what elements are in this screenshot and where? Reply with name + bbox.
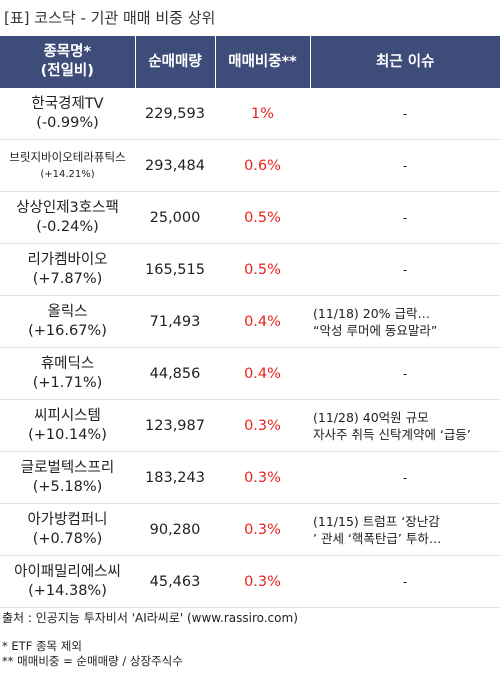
header-name: 종목명* (전일비) xyxy=(0,36,136,88)
trade-ratio: 0.3% xyxy=(215,555,310,608)
table-header-row: 종목명* (전일비) 순매매량 매매비중** 최근 이슈 xyxy=(0,36,500,88)
stock-name: 글로벌텍스프리 xyxy=(20,459,115,476)
stock-name-cell: 아이패밀리에스씨 (+14.38%) xyxy=(0,555,135,608)
stock-name: 상상인제3호스팩 xyxy=(16,199,119,216)
net-volume: 90,280 xyxy=(135,503,215,556)
stock-change: (+1.71%) xyxy=(32,374,103,391)
table-row: 올릭스 (+16.67%) 71,493 0.4% (11/18) 20% 급락… “악성… xyxy=(0,295,500,348)
header-issue: 최근 이슈 xyxy=(310,36,500,88)
trade-ratio: 0.4% xyxy=(215,295,310,348)
stock-name: 휴메딕스 xyxy=(40,355,95,372)
recent-issue: - xyxy=(310,243,500,296)
stock-name-cell: 글로벌텍스프리 (+5.18%) xyxy=(0,451,135,504)
net-volume: 123,987 xyxy=(135,399,215,452)
issue-empty-dash: - xyxy=(402,366,408,381)
stock-change: (+16.67%) xyxy=(28,322,107,339)
net-volume: 293,484 xyxy=(135,139,215,192)
table-row: 글로벌텍스프리 (+5.18%) 183,243 0.3% - xyxy=(0,451,500,504)
net-volume: 71,493 xyxy=(135,295,215,348)
institution-trading-table: 종목명* (전일비) 순매매량 매매비중** 최근 이슈 한국경제TV (-0.9… xyxy=(0,36,500,608)
trade-ratio: 0.3% xyxy=(215,399,310,452)
recent-issue: - xyxy=(310,88,500,140)
stock-name: 브릿지바이오테라퓨틱스 xyxy=(9,150,126,164)
issue-empty-dash: - xyxy=(402,470,408,485)
recent-issue: (11/28) 40억원 규모 자사주 취득 신탁계약에 ‘급등’ xyxy=(310,399,500,452)
net-volume: 45,463 xyxy=(135,555,215,608)
stock-change: (+14.21%) xyxy=(40,169,95,180)
trade-ratio: 1% xyxy=(215,88,310,140)
trade-ratio: 0.3% xyxy=(215,451,310,504)
issue-line-2: ’ 관세 ‘핵폭탄급’ 투하… xyxy=(313,530,442,546)
stock-name: 씨피시스템 xyxy=(34,407,101,424)
table-row: 리가켐바이오 (+7.87%) 165,515 0.5% - xyxy=(0,243,500,296)
trade-ratio: 0.4% xyxy=(215,347,310,400)
table-row: 휴메딕스 (+1.71%) 44,856 0.4% - xyxy=(0,347,500,400)
table-row: 한국경제TV (-0.99%) 229,593 1% - xyxy=(0,88,500,140)
stock-change: (+7.87%) xyxy=(32,270,103,287)
trade-ratio: 0.6% xyxy=(215,139,310,192)
stock-name-cell: 브릿지바이오테라퓨틱스 (+14.21%) xyxy=(0,139,135,192)
stock-change: (+10.14%) xyxy=(28,426,107,443)
issue-empty-dash: - xyxy=(402,574,408,589)
table-row: 브릿지바이오테라퓨틱스 (+14.21%) 293,484 0.6% - xyxy=(0,139,500,192)
page-title: [표] 코스닥 - 기관 매매 비중 상위 xyxy=(4,9,216,27)
recent-issue: - xyxy=(310,347,500,400)
ratio-note: ** 매매비중 = 순매매량 / 상장주식수 xyxy=(2,654,183,668)
issue-line-1: (11/15) 트럼프 ‘장난감 xyxy=(313,513,440,529)
net-volume: 25,000 xyxy=(135,191,215,244)
recent-issue: (11/15) 트럼프 ‘장난감’ 관세 ‘핵폭탄급’ 투하… xyxy=(310,503,500,556)
header-name-line2: (전일비) xyxy=(40,63,94,79)
stock-change: (+5.18%) xyxy=(32,478,103,495)
net-volume: 165,515 xyxy=(135,243,215,296)
issue-line-1: (11/28) 40억원 규모 xyxy=(313,409,429,425)
issue-empty-dash: - xyxy=(402,210,408,225)
recent-issue: - xyxy=(310,139,500,192)
table-row: 씨피시스템 (+10.14%) 123,987 0.3% (11/28) 40억원 규모… xyxy=(0,399,500,452)
issue-empty-dash: - xyxy=(402,262,408,277)
issue-line-2: 자사주 취득 신탁계약에 ‘급등’ xyxy=(313,426,471,442)
stock-change: (-0.99%) xyxy=(36,114,99,131)
stock-name: 올릭스 xyxy=(47,303,88,320)
stock-change: (+0.78%) xyxy=(32,530,103,547)
net-volume: 183,243 xyxy=(135,451,215,504)
stock-change: (+14.38%) xyxy=(28,582,107,599)
issue-line-1: (11/18) 20% 급락… xyxy=(313,305,431,321)
stock-name-cell: 상상인제3호스팩 (-0.24%) xyxy=(0,191,135,244)
stock-change: (-0.24%) xyxy=(36,218,99,235)
recent-issue: - xyxy=(310,191,500,244)
recent-issue: - xyxy=(310,555,500,608)
header-volume: 순매매량 xyxy=(135,36,216,88)
header-ratio: 매매비중** xyxy=(215,36,311,88)
trade-ratio: 0.5% xyxy=(215,243,310,296)
header-name-line1: 종목명* xyxy=(43,44,92,60)
net-volume: 229,593 xyxy=(135,88,215,140)
stock-name: 아이패밀리에스씨 xyxy=(14,563,121,580)
table-row: 아가방컴퍼니 (+0.78%) 90,280 0.3% (11/15) 트럼프 ‘장난감… xyxy=(0,503,500,556)
issue-line-2: “악성 루머에 동요말라” xyxy=(313,322,438,338)
source-note: 출처 : 인공지능 투자비서 'AI라씨로' (www.rassiro.com) xyxy=(2,611,298,625)
stock-name: 리가켐바이오 xyxy=(27,251,108,268)
stock-name-cell: 한국경제TV (-0.99%) xyxy=(0,88,135,140)
net-volume: 44,856 xyxy=(135,347,215,400)
trade-ratio: 0.5% xyxy=(215,191,310,244)
stock-name-cell: 휴메딕스 (+1.71%) xyxy=(0,347,135,400)
stock-name-cell: 올릭스 (+16.67%) xyxy=(0,295,135,348)
stock-name-cell: 아가방컴퍼니 (+0.78%) xyxy=(0,503,135,556)
etf-note: * ETF 종목 제외 xyxy=(2,639,82,653)
recent-issue: - xyxy=(310,451,500,504)
stock-name: 아가방컴퍼니 xyxy=(27,511,108,528)
table-row: 상상인제3호스팩 (-0.24%) 25,000 0.5% - xyxy=(0,191,500,244)
issue-empty-dash: - xyxy=(402,106,408,121)
issue-empty-dash: - xyxy=(402,158,408,173)
recent-issue: (11/18) 20% 급락… “악성 루머에 동요말라” xyxy=(310,295,500,348)
trade-ratio: 0.3% xyxy=(215,503,310,556)
stock-name-cell: 리가켐바이오 (+7.87%) xyxy=(0,243,135,296)
stock-name: 한국경제TV xyxy=(31,95,104,112)
stock-name-cell: 씨피시스템 (+10.14%) xyxy=(0,399,135,452)
table-row: 아이패밀리에스씨 (+14.38%) 45,463 0.3% - xyxy=(0,555,500,608)
